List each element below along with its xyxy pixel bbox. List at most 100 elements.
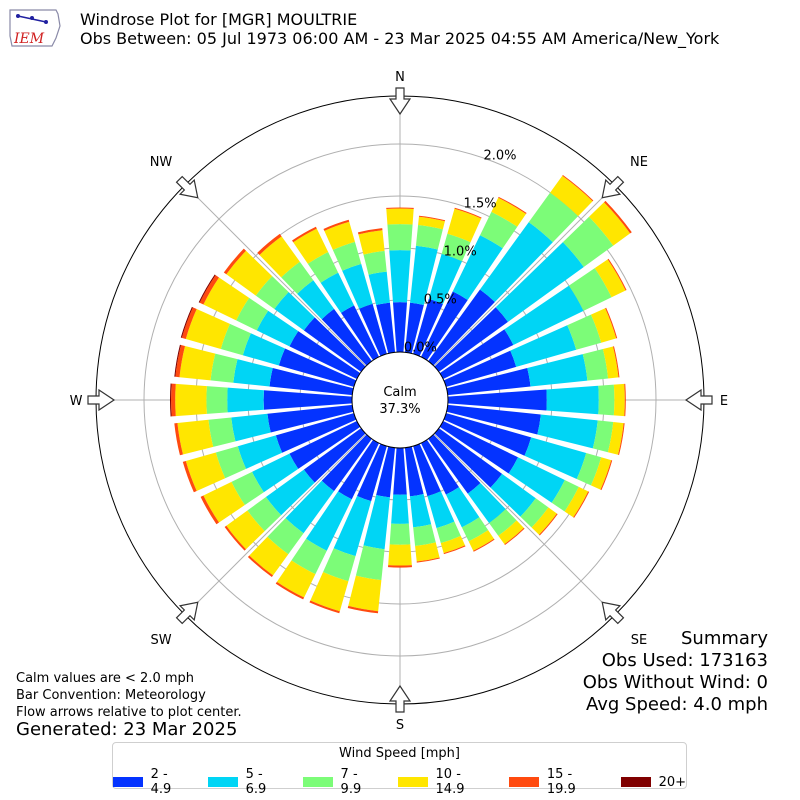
windrose-bar-segment	[418, 215, 446, 222]
windrose-bar-segment	[413, 443, 441, 497]
flow-arrow-icon	[601, 175, 625, 199]
windrose-bar-segment	[389, 250, 411, 303]
windrose-bar-segment	[303, 317, 366, 372]
windrose-bar-segment	[175, 344, 185, 378]
windrose-bar-segment	[504, 285, 584, 345]
windrose-bar-segment	[206, 386, 228, 414]
flow-arrow-icon	[601, 601, 625, 625]
windrose-bar-segment	[333, 496, 372, 557]
windrose-bar-segment	[498, 196, 527, 214]
windrose-bar-segment	[278, 348, 357, 387]
windrose-bar-segment	[415, 542, 440, 562]
summary-obs-without-wind: Obs Without Wind: 0	[582, 672, 768, 693]
legend-label: 15 - 19.9	[546, 767, 576, 797]
windrose-bar-segment	[551, 480, 579, 512]
windrose-bar-segment	[413, 524, 436, 547]
windrose-bar-segment	[358, 230, 385, 255]
windrose-bar-segment	[434, 307, 508, 372]
windrose-bar-segment	[359, 303, 387, 357]
windrose-bar-segment	[348, 575, 382, 612]
windrose-bar-segment	[233, 359, 273, 387]
windrose-bar-segment	[226, 510, 265, 550]
windrose-bar-segment	[446, 368, 531, 396]
radial-tick-label: 1.0%	[444, 245, 477, 260]
flow-arrows-note: Flow arrows relative to plot center.	[16, 705, 242, 720]
windrose-bar-segment	[199, 275, 220, 305]
windrose-bar-segment	[454, 207, 482, 219]
windrose-bar-segment	[498, 520, 524, 545]
windrose-bar-segment	[200, 495, 220, 525]
windrose-bar-segment	[321, 308, 372, 366]
windrose-bar-segment	[602, 346, 619, 379]
windrose-bar-segment	[388, 565, 412, 568]
windrose-bar-segment	[174, 423, 183, 456]
logo-text: IEM	[13, 31, 45, 47]
legend-item: 15 - 19.9	[509, 767, 604, 797]
legend-label: 7 - 9.9	[340, 767, 362, 797]
windrose-bar-segment	[170, 383, 172, 417]
windrose-bar-segment	[363, 494, 390, 550]
windrose-bar-segment	[263, 390, 353, 410]
windrose-bar-segment	[376, 446, 396, 498]
windrose-bar-segment	[269, 368, 354, 396]
compass-label: W	[70, 394, 83, 409]
windrose-bar-segment	[428, 253, 463, 304]
compass-label: E	[720, 394, 728, 409]
windrose-bar-segment	[446, 404, 541, 435]
notes-panel: Calm values are < 2.0 mph Bar Convention…	[16, 670, 242, 721]
windrose-bar-segment	[174, 344, 181, 377]
windrose-bar-segment	[428, 289, 495, 366]
flow-arrow-icon	[175, 175, 199, 199]
windrose-bar-segment	[531, 507, 557, 535]
windrose-bar-segment	[590, 308, 617, 343]
legend-item: 2 - 4.9	[113, 767, 192, 797]
windrose-bar-segment	[594, 259, 626, 298]
windrose-bar-segment	[376, 302, 396, 354]
compass-label: NE	[630, 155, 648, 170]
windrose-bar-segment	[510, 325, 577, 367]
legend-label: 10 - 14.9	[435, 767, 465, 797]
windrose-bar-segment	[452, 235, 503, 300]
legend-label: 2 - 4.9	[150, 767, 172, 797]
flow-arrow-icon	[684, 388, 713, 412]
windrose-bar-segment	[524, 437, 587, 480]
windrose-bar-segment	[612, 346, 620, 378]
windrose-bar-segment	[443, 545, 466, 555]
summary-avg-speed: Avg Speed: 4.0 mph	[586, 694, 768, 715]
windrose-bar-segment	[292, 226, 317, 243]
windrose-bar-segment	[252, 453, 299, 493]
windrose-bar-segment	[324, 221, 355, 250]
calm-value: 37.3%	[379, 402, 420, 417]
legend-swatch	[207, 777, 238, 787]
windrose-bar-segment	[208, 417, 236, 447]
windrose-bar-segment	[393, 447, 407, 495]
windrose-bar-segment	[291, 538, 327, 575]
compass-label: NW	[150, 155, 173, 170]
compass-label: N	[395, 70, 405, 85]
legend-title: Wind Speed [mph]	[339, 746, 460, 761]
legend-label: 5 - 6.9	[245, 767, 267, 797]
windrose-bar-segment	[445, 487, 480, 528]
windrose-bar-segment	[440, 535, 466, 554]
windrose-bar-segment	[306, 491, 352, 551]
windrose-bar-segment	[265, 469, 315, 516]
angular-gridline	[433, 184, 616, 367]
windrose-bar-segment	[589, 202, 631, 246]
windrose-bar-segment	[242, 333, 285, 366]
windrose-bar-segment	[177, 419, 214, 455]
windrose-bar-segment	[307, 252, 339, 283]
calm-circle	[351, 351, 449, 449]
windrose-bar-segment	[441, 233, 471, 262]
windrose-bar-segment	[236, 297, 269, 331]
windrose-bar-segment	[404, 446, 424, 497]
windrose-bar-segment	[275, 581, 305, 600]
windrose-bar-segment	[171, 383, 176, 417]
windrose-bar-segment	[439, 329, 514, 380]
windrose-bar-segment	[409, 493, 432, 528]
legend-label: 20+	[658, 774, 686, 790]
windrose-bar-segment	[363, 250, 387, 275]
windrose-bar-segment	[338, 439, 380, 500]
radial-tick-label: 0.0%	[404, 341, 437, 356]
windrose-bar-segment	[618, 423, 625, 456]
